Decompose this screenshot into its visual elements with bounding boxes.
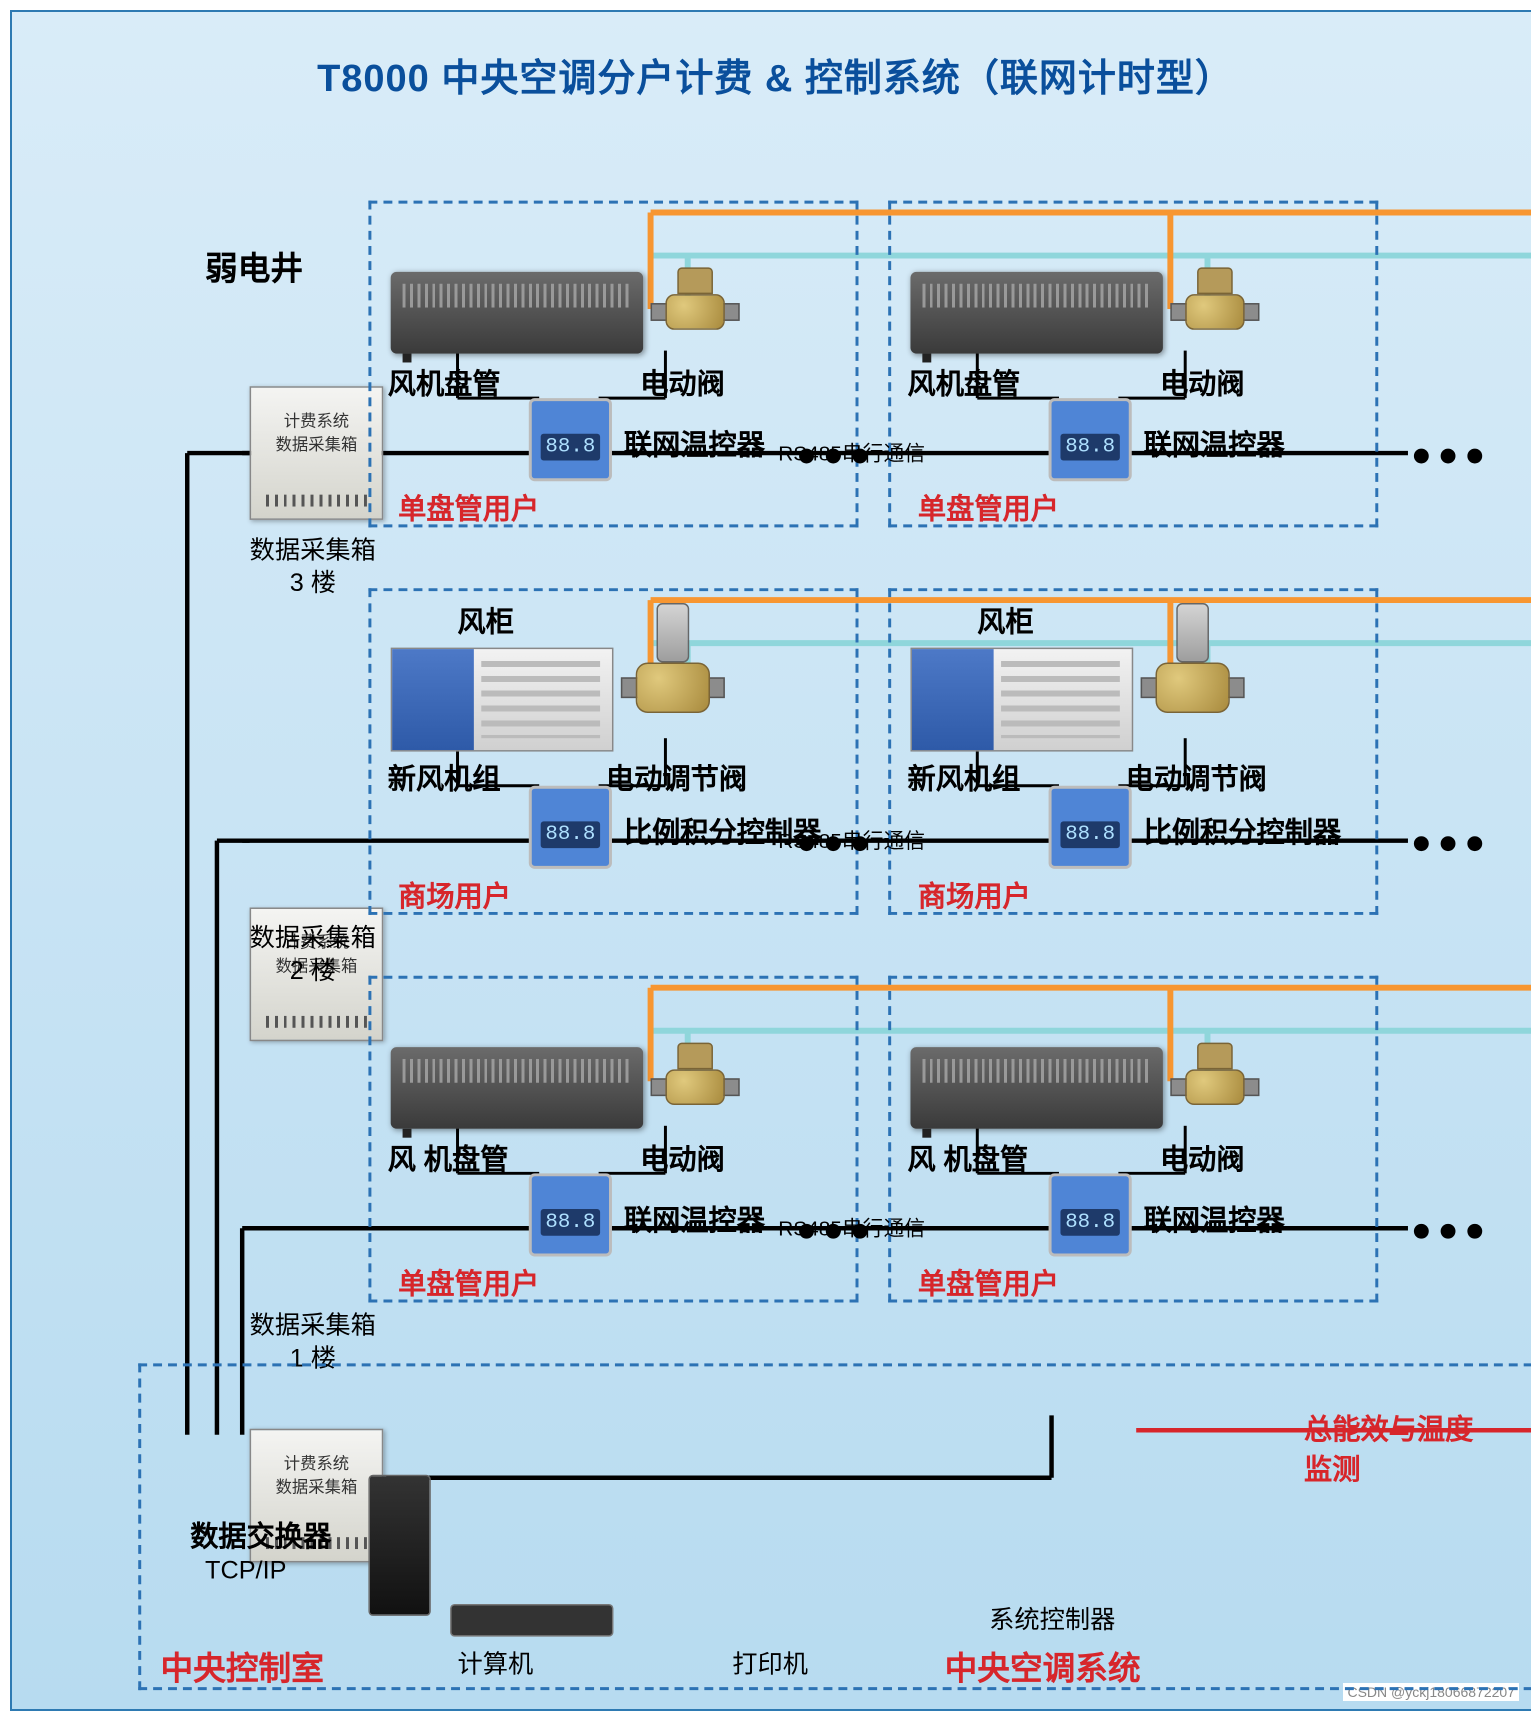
- user-type-label: 单盘管用户: [918, 487, 1059, 527]
- thermo-label: 联网温控器: [624, 1199, 765, 1239]
- user-type-label: 商场用户: [918, 875, 1031, 915]
- ahu-title: 风柜: [977, 600, 1033, 640]
- pc-tower-icon: [368, 1475, 430, 1616]
- thermostat-icon: [529, 786, 612, 869]
- weak-well-label: 弱电井: [205, 242, 303, 290]
- sysctrl-label: 系统控制器: [989, 1598, 1115, 1635]
- thermostat-icon: [529, 1173, 612, 1256]
- user-type-label: 单盘管用户: [398, 487, 539, 527]
- ahu-icon: [391, 648, 614, 752]
- collector-label-1f: 数据采集箱: [250, 1304, 376, 1341]
- valve-icon: [1170, 1043, 1259, 1125]
- tcpip-label: TCP/IP: [205, 1556, 286, 1586]
- fcu-label: 风 机盘管: [907, 1138, 1028, 1178]
- printer-label: 打印机: [732, 1643, 808, 1680]
- thermostat-icon: [1049, 398, 1132, 481]
- keyboard-icon: [450, 1604, 613, 1637]
- fcu-label: 风 机盘管: [388, 1138, 509, 1178]
- valve-icon: [1170, 267, 1259, 349]
- ahu-label: 新风机组: [907, 758, 1020, 798]
- valve-label: 电动阀: [640, 362, 725, 402]
- valve-label: 电动阀: [640, 1138, 725, 1178]
- continuation-dots: [1408, 832, 1488, 859]
- reg-valve-icon: [1141, 603, 1245, 737]
- collector-box-line1: 计费系统: [251, 409, 382, 433]
- ahu-label: 新风机组: [388, 758, 501, 798]
- valve-icon: [651, 1043, 740, 1125]
- thermostat-icon: [529, 398, 612, 481]
- ahu-icon: [910, 648, 1133, 752]
- continuation-dots: [793, 832, 873, 859]
- floor-label-2f: 2 楼: [290, 949, 336, 986]
- regvalve-label: 电动调节阀: [606, 758, 747, 798]
- central-room-label: 中央控制室: [161, 1643, 324, 1691]
- valve-icon: [651, 267, 740, 349]
- thermo-label: 联网温控器: [624, 423, 765, 463]
- fcu-icon: [391, 272, 643, 354]
- valve-label: 电动阀: [1160, 362, 1245, 402]
- continuation-dots: [1408, 444, 1488, 471]
- thermo-label: 联网温控器: [1144, 1199, 1285, 1239]
- switch-label: 数据交换器: [190, 1515, 331, 1555]
- collector-label-2f: 数据采集箱: [250, 916, 376, 953]
- valve-label: 电动阀: [1160, 1138, 1245, 1178]
- user-type-label: 单盘管用户: [398, 1262, 539, 1302]
- continuation-dots: [1408, 1219, 1488, 1246]
- fcu-icon: [910, 1047, 1162, 1129]
- collector-box-3f: 计费系统 数据采集箱: [250, 386, 384, 520]
- pi-label: 比例积分控制器: [1144, 811, 1342, 851]
- regvalve-label: 电动调节阀: [1126, 758, 1267, 798]
- fcu-icon: [391, 1047, 643, 1129]
- ahu-title: 风柜: [458, 600, 514, 640]
- thermostat-icon: [1049, 786, 1132, 869]
- energy-mon-label: 总能效与温度监测: [1304, 1408, 1497, 1488]
- thermostat-icon: [1049, 1173, 1132, 1256]
- floor-label-3f: 3 楼: [290, 561, 336, 598]
- user-type-label: 单盘管用户: [918, 1262, 1059, 1302]
- thermo-label: 联网温控器: [1144, 423, 1285, 463]
- fcu-icon: [910, 272, 1162, 354]
- computer-label: 计算机: [458, 1643, 534, 1680]
- continuation-dots: [793, 444, 873, 471]
- reg-valve-icon: [621, 603, 725, 737]
- fcu-label: 风机盘管: [388, 362, 501, 402]
- continuation-dots: [793, 1219, 873, 1246]
- diagram-canvas: T8000 中央空调分户计费 & 控制系统（联网计时型）: [10, 10, 1531, 1711]
- fcu-label: 风机盘管: [907, 362, 1020, 402]
- collector-label-3f: 数据采集箱: [250, 529, 376, 566]
- hvac-sys-label: 中央空调系统: [945, 1643, 1141, 1691]
- user-type-label: 商场用户: [398, 875, 511, 915]
- collector-box-line2: 数据采集箱: [251, 432, 382, 456]
